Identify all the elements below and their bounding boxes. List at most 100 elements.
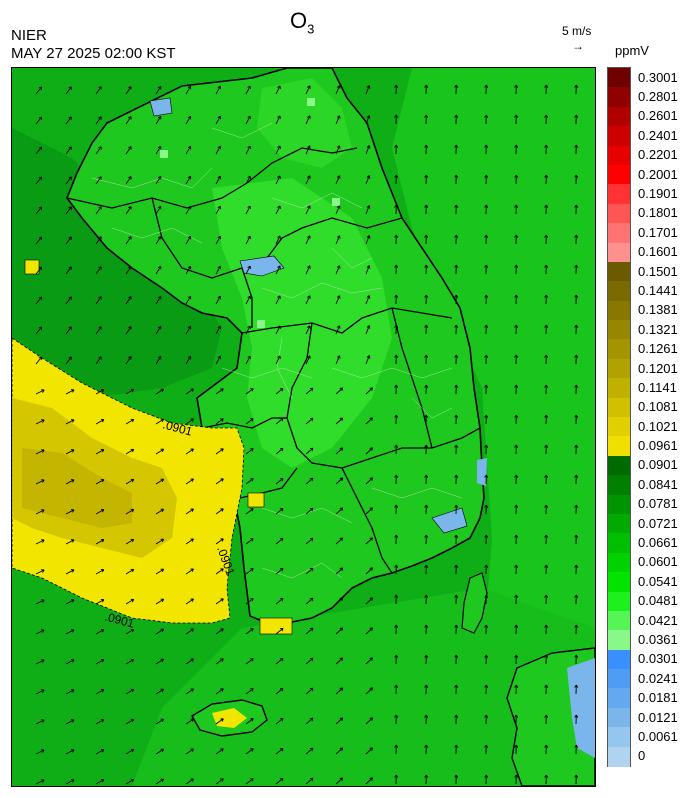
wind-vector-head [70, 599, 75, 603]
colorbar-tick-label: 0.0661 [638, 535, 678, 551]
wind-vector-head [157, 85, 162, 90]
wind-vector-head [250, 388, 254, 392]
wind-vector-head [217, 355, 222, 360]
wind-vector-head [280, 597, 284, 602]
wind-vector [155, 538, 164, 545]
wind-vector [65, 146, 72, 155]
wind-vector-head [38, 326, 43, 331]
wind-vector [215, 628, 224, 635]
wind-vector [125, 206, 132, 215]
wind-vector [155, 478, 164, 485]
wind-vector-head [98, 296, 102, 300]
wind-vector-head [544, 624, 549, 628]
wind-vector-head [217, 175, 222, 180]
wind-vector [35, 176, 42, 185]
wind-vector [35, 206, 42, 215]
wind-vector [65, 629, 75, 635]
wind-vector-head [484, 264, 489, 268]
wind-vector-head [307, 235, 311, 239]
wind-vector-head [220, 688, 224, 692]
wind-vector [365, 747, 373, 755]
wind-vector-head [68, 206, 72, 210]
wind-vector [305, 265, 311, 275]
wind-vector [305, 175, 311, 185]
wind-vector-head [277, 205, 281, 209]
wind-vector [65, 116, 72, 125]
wind-vector-head [544, 534, 549, 538]
wind-vector-head [41, 779, 45, 783]
wind-vector-head [128, 236, 132, 240]
wind-vector [245, 418, 254, 425]
wind-vector [245, 205, 251, 215]
wind-vector-head [544, 774, 549, 778]
wind-vector [185, 628, 194, 635]
wind-vector-head [424, 144, 429, 148]
wind-vector-head [250, 718, 254, 722]
wind-vector [185, 418, 194, 425]
wind-vector-head [100, 388, 105, 393]
wind-vector-head [307, 115, 311, 119]
wind-vector-head [187, 115, 192, 120]
wind-vector [275, 85, 281, 95]
wind-vector-head [484, 594, 489, 598]
wind-vector-head [98, 176, 102, 180]
wind-vector-head [514, 414, 519, 418]
wind-vector [245, 175, 251, 185]
wind-vector [185, 326, 191, 335]
wind-vector-head [394, 774, 399, 778]
wind-vector-head [98, 116, 102, 120]
wind-vector-head [454, 444, 459, 448]
wind-vector-head [484, 294, 489, 298]
wind-vector [365, 205, 370, 215]
title-main: O [290, 8, 308, 33]
wind-vector-head [514, 384, 519, 388]
wind-vector-head [454, 474, 459, 478]
wind-vector-head [220, 628, 224, 632]
wind-vector-head [217, 265, 222, 270]
wind-vector-head [68, 296, 72, 300]
wind-vector [275, 478, 284, 485]
wind-vector-head [160, 748, 165, 753]
wind-vector-head [41, 479, 45, 483]
wind-vector-head [217, 295, 222, 300]
colorbar-swatch [608, 436, 630, 457]
wind-vector-head [309, 537, 314, 542]
wind-vector-head [160, 718, 165, 723]
wind-vector [95, 206, 102, 215]
colorbar-swatch [608, 727, 630, 748]
wind-vector-head [514, 624, 519, 628]
wind-vector-head [336, 235, 341, 239]
wind-vector [185, 356, 191, 365]
wind-vector-head [98, 236, 102, 240]
colorbar-swatch [608, 533, 630, 554]
wind-vector [365, 417, 373, 425]
wind-vector [275, 115, 281, 125]
inland-bright-region [212, 178, 392, 468]
wind-vector-head [68, 176, 72, 180]
wind-vector [65, 479, 75, 485]
wind-vector-head [366, 145, 371, 149]
colorbar-swatch [608, 300, 630, 321]
wind-vector-head [41, 569, 45, 573]
wind-vector-head [250, 418, 254, 422]
wind-vector [365, 777, 373, 785]
wind-vector [65, 356, 72, 365]
wind-vector-head [394, 624, 399, 628]
wind-vector [125, 326, 132, 335]
wind-vector-head [544, 264, 549, 268]
wind-vector [35, 356, 42, 365]
wind-vector-head [394, 294, 399, 298]
wind-vector [185, 658, 194, 665]
wind-vector [215, 748, 224, 755]
wind-vector [125, 779, 134, 785]
wind-vector-head [544, 414, 549, 418]
wind-vector [365, 355, 370, 365]
wind-vector-head [514, 324, 519, 328]
wind-vector [95, 509, 105, 515]
wind-vector [185, 296, 191, 305]
wind-vector-head [366, 265, 371, 269]
colorbar-swatch [608, 339, 630, 360]
wind-vector-head [514, 474, 519, 478]
wind-vector [305, 747, 314, 755]
colorbar-swatch [608, 591, 630, 612]
